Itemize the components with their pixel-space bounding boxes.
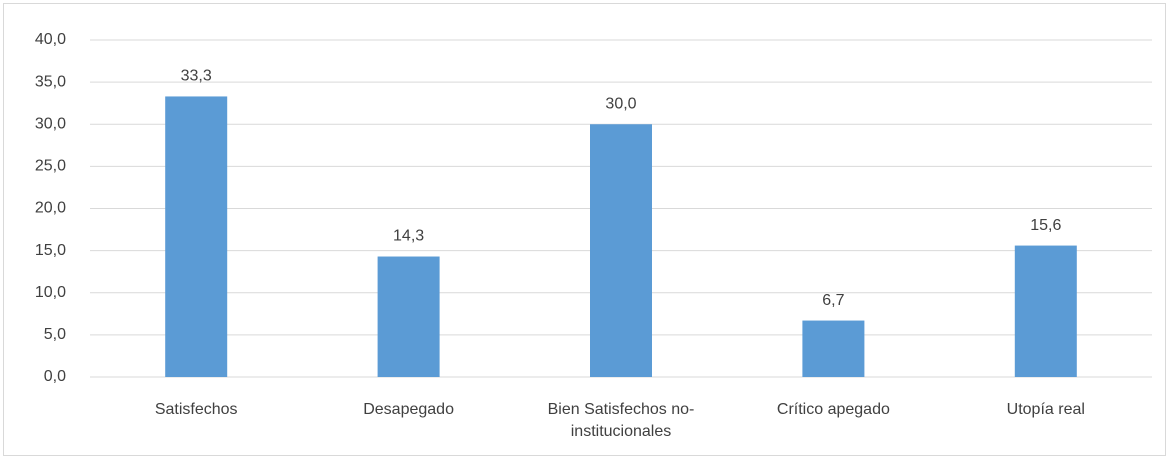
data-label: 6,7 xyxy=(822,292,844,309)
y-tick-label: 20,0 xyxy=(35,200,66,217)
y-tick-label: 0,0 xyxy=(44,368,66,385)
bar xyxy=(377,256,440,377)
data-label: 15,6 xyxy=(1030,217,1061,234)
y-tick-label: 30,0 xyxy=(35,115,66,132)
x-tick-label: Crítico apegado xyxy=(776,401,890,418)
y-tick-label: 25,0 xyxy=(35,158,66,175)
x-tick-label: Satisfechos xyxy=(154,401,238,418)
x-tick-label: Bien Satisfechos no-institucionales xyxy=(547,401,695,440)
bar xyxy=(165,96,228,377)
x-tick-label: Desapegado xyxy=(363,401,454,418)
y-tick-label: 35,0 xyxy=(35,73,66,90)
data-label: 14,3 xyxy=(393,228,424,245)
y-tick-label: 5,0 xyxy=(44,326,66,343)
y-tick-label: 15,0 xyxy=(35,242,66,259)
data-label: 33,3 xyxy=(181,68,212,85)
bar xyxy=(802,320,865,377)
y-tick-label: 10,0 xyxy=(35,284,66,301)
bar xyxy=(590,124,652,377)
y-tick-label: 40,0 xyxy=(35,31,66,48)
data-label: 30,0 xyxy=(605,95,636,112)
bar xyxy=(1014,245,1077,377)
x-tick-label: Utopía real xyxy=(1006,401,1085,418)
